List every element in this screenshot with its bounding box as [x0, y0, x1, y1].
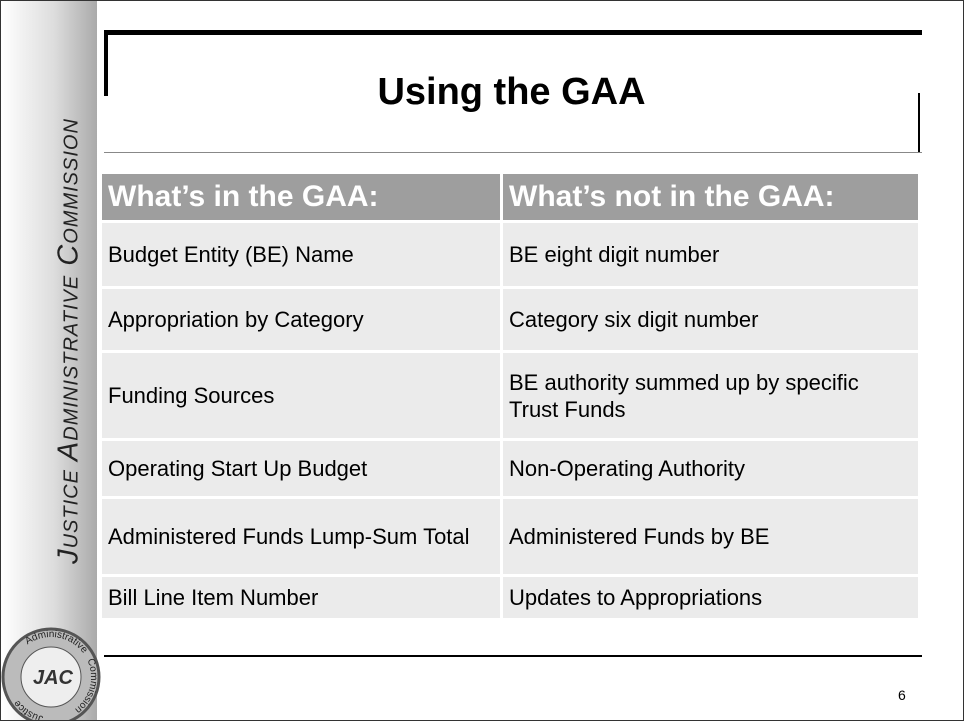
- logo: Justice Administrative Commission JAC: [0, 619, 101, 721]
- page-number: 6: [898, 687, 906, 703]
- table-cell: Budget Entity (BE) Name: [101, 222, 502, 288]
- table: What’s in the GAA: What’s not in the GAA…: [99, 171, 921, 621]
- sidebar: Justice Administrative Commission: [1, 1, 97, 720]
- table-cell: Operating Start Up Budget: [101, 440, 502, 498]
- sidebar-title: Justice Administrative Commission: [53, 118, 86, 564]
- rule: [104, 655, 922, 657]
- column-header: What’s not in the GAA:: [502, 173, 920, 222]
- table-cell: Administered Funds by BE: [502, 498, 920, 576]
- table-cell: Appropriation by Category: [101, 288, 502, 352]
- table-cell: Updates to Appropriations: [502, 576, 920, 620]
- rule: [104, 152, 922, 153]
- table-cell: Category six digit number: [502, 288, 920, 352]
- slide-title: Using the GAA: [104, 71, 919, 114]
- table-cell: BE authority summed up by specific Trust…: [502, 352, 920, 440]
- header-row: What’s in the GAA: What’s not in the GAA…: [101, 173, 920, 222]
- table-cell: BE eight digit number: [502, 222, 920, 288]
- table-cell: Administered Funds Lump-Sum Total: [101, 498, 502, 576]
- table-cell: Funding Sources: [101, 352, 502, 440]
- rule: [104, 30, 922, 35]
- slide: Justice Administrative Commission Justic…: [0, 0, 964, 721]
- table-cell: Non-Operating Authority: [502, 440, 920, 498]
- table-cell: Bill Line Item Number: [101, 576, 502, 620]
- logo-center: JAC: [33, 667, 74, 689]
- column-header: What’s in the GAA:: [101, 173, 502, 222]
